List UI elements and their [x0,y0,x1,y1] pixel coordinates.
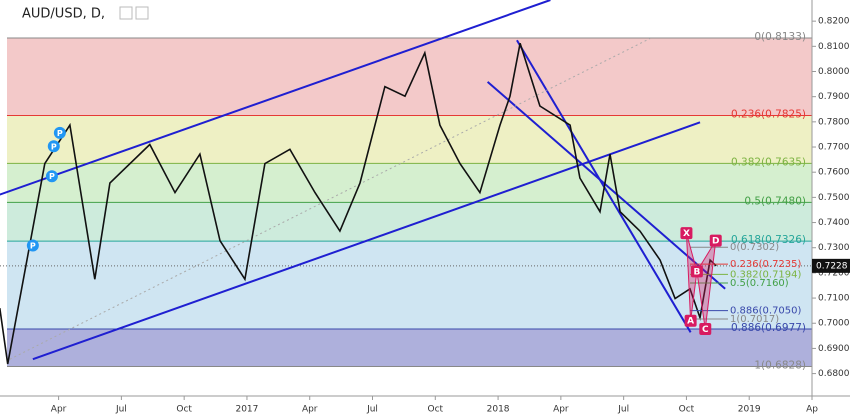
fib-label: 0.886(0.6977) [731,322,806,334]
y-tick-label: 0.7400 [818,218,850,228]
x-tick-label: Ap [806,405,818,415]
x-tick-label: Oct [679,405,695,415]
y-tick-label: 0.7500 [818,193,850,203]
small-fib-label: 1(0.7017) [730,314,779,325]
pattern-point [680,227,693,240]
plot-area: 0(0.8133) 0.236(0.7825) 0.382(0.7635) 0.5(0… [0,0,812,372]
marker-label: P [57,129,63,138]
small-fib-label: 0.236(0.7235) [730,259,802,270]
y-tick-label: 0.8000 [818,67,850,77]
small-fib-label: 0(0.7302) [730,242,779,253]
pattern-point [684,314,697,327]
marker-label: P [49,172,55,181]
x-tick-label: Apr [51,405,67,415]
marker [47,140,60,153]
marker [53,126,66,139]
fib-label: 0.236(0.7825) [731,109,806,121]
fib-label: 0.5(0.7480) [744,195,806,207]
y-tick-label: 0.7800 [818,117,850,127]
fib-band [7,241,812,330]
x-tick-label: Apr [302,405,318,415]
last-price-label: 0.7228 [816,261,848,271]
y-tick-label: 0.6900 [818,344,850,354]
fib-label: 1(0.6828) [754,360,806,372]
pattern-point [709,234,722,247]
trendline [9,38,651,360]
price-axis-bg [812,0,850,420]
trendline [0,0,551,196]
visibility-icon[interactable] [135,6,149,20]
fib-band [7,202,812,242]
pattern-label: D [712,237,719,247]
fib-band [7,163,812,203]
fib-label: 0.382(0.7635) [731,156,806,168]
marker [45,170,58,183]
y-tick-label: 0.7600 [818,168,850,178]
x-tick-label: 2019 [738,405,761,415]
x-tick-label: 2018 [487,405,510,415]
y-tick-label: 0.7000 [818,319,850,329]
y-tick-label: 0.8200 [818,17,850,27]
fib-band [7,38,812,116]
marker [26,239,39,252]
pattern-point [690,265,703,278]
y-tick-label: 0.7900 [818,92,850,102]
pattern-label: X [683,229,690,239]
fib-band [7,115,812,164]
y-tick-label: 0.7100 [818,294,850,304]
marker-label: P [30,241,36,250]
x-tick-label: Jul [617,405,629,415]
y-tick-label: 0.8100 [818,42,850,52]
fib-band [7,329,812,367]
small-fib-label: 0.886(0.7050) [730,306,802,317]
x-tick-label: Jul [366,405,378,415]
y-tick-label: 0.7300 [818,243,850,253]
pattern-label: B [693,267,700,277]
x-tick-label: Jul [115,405,127,415]
last-price-tag [812,258,850,273]
fib-label: 0.618(0.7326) [731,234,806,246]
small-fib-label: 0.5(0.7160) [730,278,789,289]
pattern-triangle [696,240,717,330]
fib-label: 0(0.8133) [754,31,806,43]
trendline [486,81,726,290]
y-tick-label: 0.7200 [818,268,850,278]
x-tick-label: Apr [553,405,569,415]
small-fib-label: 0.382(0.7194) [730,269,802,280]
pattern-label: A [687,317,694,327]
settings-icon[interactable] [119,6,133,20]
marker-label: P [51,142,57,151]
pattern-label: C [702,325,709,335]
y-tick-label: 0.7700 [818,143,850,153]
x-tick-label: Oct [428,405,444,415]
price-line [0,43,717,365]
x-tick-label: Oct [176,405,192,415]
y-tick-label: 0.6800 [818,369,850,379]
chart-title: AUD/USD, D, [22,7,105,22]
pattern-point [699,323,712,336]
x-tick-label: 2017 [235,405,258,415]
